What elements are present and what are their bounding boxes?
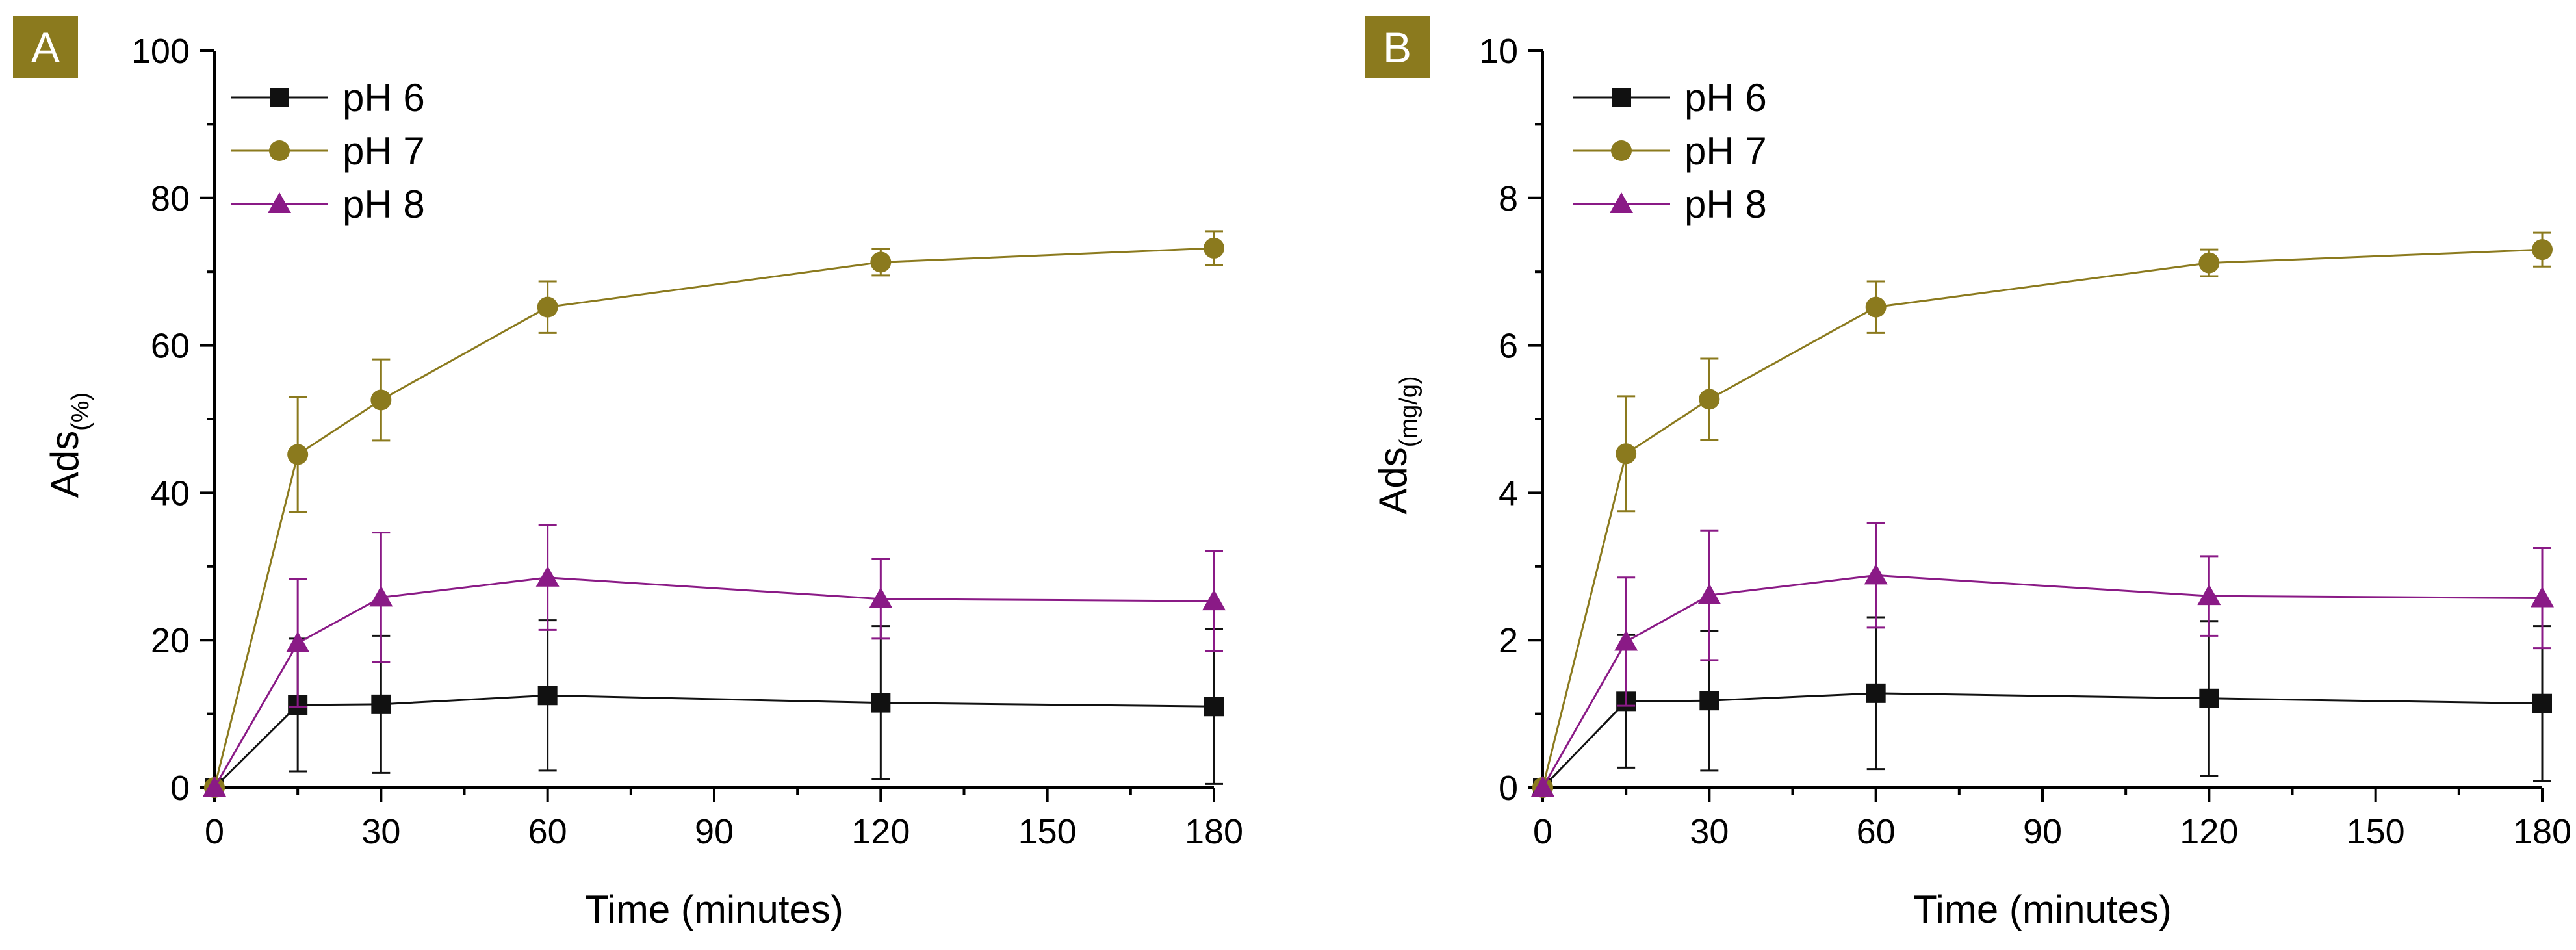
data-point bbox=[871, 693, 891, 713]
legend-label: pH 7 bbox=[342, 129, 425, 173]
series-line bbox=[1541, 248, 2543, 788]
data-point bbox=[2199, 688, 2219, 708]
data-point bbox=[371, 694, 391, 714]
y-tick-label: 40 bbox=[151, 474, 190, 513]
y-tick-label: 2 bbox=[1499, 621, 1518, 660]
panel-label-box bbox=[13, 16, 78, 78]
data-point bbox=[1204, 697, 1224, 717]
x-tick-label: 180 bbox=[2513, 812, 2571, 851]
legend: pH 6 pH 7 pH 8 bbox=[1573, 76, 1767, 226]
panel-label-box bbox=[1365, 16, 1430, 78]
legend-marker bbox=[1610, 192, 1633, 213]
y-axis-title-main: Ads bbox=[43, 431, 86, 498]
y-tick-label: 10 bbox=[1479, 32, 1518, 71]
data-point bbox=[869, 587, 893, 608]
panel-b: B 0 2 4 6 8 10 0 30 60 90 120 150 180 Time (minutes) Ad… bbox=[1365, 16, 2571, 931]
data-point bbox=[2197, 584, 2221, 606]
data-point bbox=[1697, 584, 1721, 605]
x-tick-label: 90 bbox=[2023, 812, 2062, 851]
legend-label: pH 6 bbox=[1684, 76, 1767, 120]
y-tick-label: 8 bbox=[1499, 179, 1518, 218]
series-line bbox=[213, 576, 1215, 788]
x-tick-label: 120 bbox=[851, 812, 910, 851]
data-point bbox=[2532, 693, 2552, 713]
series-ph-6 bbox=[1533, 616, 2552, 797]
series-line bbox=[213, 247, 1215, 788]
series-line bbox=[1541, 692, 2543, 789]
data-point bbox=[1204, 237, 1224, 259]
legend-marker bbox=[268, 192, 291, 213]
x-tick-label: 60 bbox=[528, 812, 567, 851]
legend-label: pH 7 bbox=[1684, 129, 1767, 173]
y-tick-label: 60 bbox=[151, 327, 190, 366]
data-point bbox=[537, 296, 558, 318]
y-tick-label: 20 bbox=[151, 621, 190, 660]
x-tick-label: 150 bbox=[2347, 812, 2405, 851]
data-point bbox=[286, 631, 310, 652]
series-ph-7 bbox=[204, 230, 1224, 798]
data-point bbox=[2531, 586, 2554, 608]
y-tick-label: 100 bbox=[131, 32, 190, 71]
y-axis-title: Ads(%) bbox=[43, 392, 94, 498]
y-tick-label: 6 bbox=[1499, 327, 1518, 366]
legend-marker bbox=[1611, 140, 1632, 161]
x-tick-label: 30 bbox=[361, 812, 400, 851]
y-axis-title: Ads(mg/g) bbox=[1371, 376, 1423, 514]
x-tick-label: 0 bbox=[1533, 812, 1552, 851]
x-tick-label: 30 bbox=[1690, 812, 1729, 851]
data-point bbox=[1866, 683, 1886, 703]
x-axis-title: Time (minutes) bbox=[1913, 888, 2172, 931]
data-point bbox=[2198, 252, 2220, 274]
y-axis-title-subscript: (mg/g) bbox=[1395, 376, 1423, 447]
series-ph-8 bbox=[203, 524, 1226, 797]
x-axis-title: Time (minutes) bbox=[585, 888, 844, 931]
panel-label: B bbox=[1383, 23, 1411, 71]
data-point bbox=[870, 251, 892, 273]
y-tick-label: 0 bbox=[170, 769, 190, 808]
data-point bbox=[1616, 443, 1637, 465]
x-tick-label: 60 bbox=[1857, 812, 1896, 851]
legend-label: pH 8 bbox=[342, 183, 425, 226]
y-tick-label: 0 bbox=[1499, 769, 1518, 808]
data-point bbox=[287, 444, 309, 465]
series-line bbox=[1541, 574, 2543, 788]
data-point bbox=[2532, 239, 2553, 261]
data-point bbox=[1202, 589, 1226, 611]
x-tick-label: 150 bbox=[1018, 812, 1077, 851]
data-point bbox=[1531, 776, 1554, 797]
y-tick-label: 4 bbox=[1499, 474, 1518, 513]
series-ph-8 bbox=[1531, 522, 2554, 797]
data-point bbox=[1865, 296, 1887, 318]
data-point bbox=[369, 585, 393, 607]
panel-label: A bbox=[31, 23, 60, 71]
y-axis-title-main: Ads bbox=[1371, 447, 1415, 514]
data-point bbox=[1864, 563, 1888, 585]
legend-marker bbox=[269, 140, 290, 161]
series-line bbox=[213, 694, 1215, 789]
data-point bbox=[537, 686, 558, 706]
data-point bbox=[1699, 389, 1720, 410]
panel-a: A 0 20 40 60 80 100 0 30 60 90 120 150 180 Time (minut… bbox=[13, 16, 1243, 931]
x-tick-label: 90 bbox=[695, 812, 734, 851]
series-ph-6 bbox=[205, 619, 1224, 797]
legend: pH 6 pH 7 pH 8 bbox=[231, 76, 425, 226]
y-tick-label: 80 bbox=[151, 179, 190, 218]
series-ph-7 bbox=[1532, 231, 2553, 798]
x-tick-label: 180 bbox=[1185, 812, 1243, 851]
legend-marker bbox=[1612, 88, 1631, 107]
x-tick-label: 120 bbox=[2180, 812, 2238, 851]
data-point bbox=[535, 565, 560, 587]
data-point bbox=[1614, 630, 1638, 651]
legend-label: pH 8 bbox=[1684, 183, 1767, 226]
data-point bbox=[1699, 691, 1719, 711]
y-axis-title-subscript: (%) bbox=[67, 392, 94, 431]
x-tick-label: 0 bbox=[205, 812, 224, 851]
legend-label: pH 6 bbox=[342, 76, 425, 120]
legend-marker bbox=[270, 88, 289, 107]
data-point bbox=[203, 776, 226, 797]
data-point bbox=[370, 389, 392, 411]
